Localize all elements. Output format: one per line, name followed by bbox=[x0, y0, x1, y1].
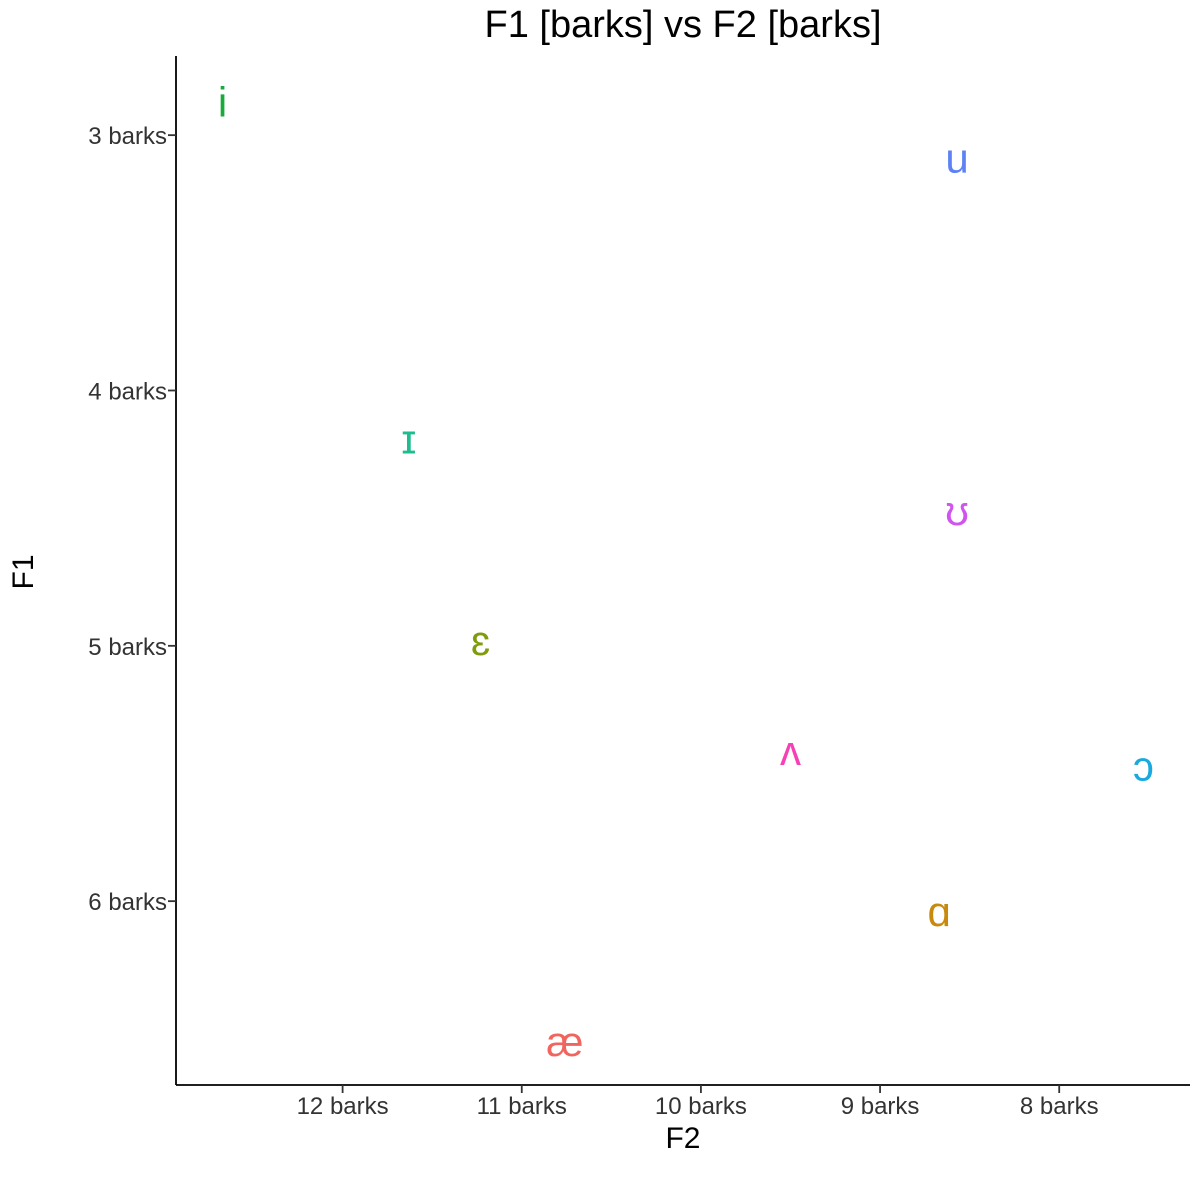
y-tick-label: 5 barks bbox=[88, 634, 167, 661]
vowel-point: ɪ bbox=[401, 416, 416, 463]
vowel-point: i bbox=[218, 78, 227, 125]
plot-area: i u ɪ ʊ ɛ ʌ ɔ ɑ æ bbox=[218, 78, 1154, 1065]
x-tick-label: 10 barks bbox=[655, 1093, 747, 1120]
vowel-point: ɛ bbox=[471, 617, 490, 664]
x-tick-label: 11 barks bbox=[477, 1093, 567, 1120]
vowel-point: u bbox=[945, 135, 968, 182]
x-tick-label: 9 barks bbox=[841, 1093, 920, 1120]
y-axis-ticks: 3 barks 4 barks 5 barks 6 barks bbox=[88, 123, 176, 916]
y-axis-title: F1 bbox=[7, 554, 40, 589]
vowel-point: ɑ bbox=[928, 888, 951, 935]
y-tick-label: 3 barks bbox=[88, 123, 167, 150]
vowel-point: æ bbox=[546, 1018, 583, 1065]
vowel-point: ʊ bbox=[945, 487, 969, 534]
vowel-point: ɔ bbox=[1133, 742, 1154, 789]
x-tick-label: 12 barks bbox=[297, 1093, 389, 1120]
x-axis-ticks: 12 barks 11 barks 10 barks 9 barks 8 barks bbox=[297, 1085, 1099, 1120]
x-axis-title: F2 bbox=[665, 1122, 700, 1155]
x-tick-label: 8 barks bbox=[1020, 1093, 1099, 1120]
y-tick-label: 4 barks bbox=[88, 378, 167, 405]
y-tick-label: 6 barks bbox=[88, 889, 167, 916]
vowel-point: ʌ bbox=[780, 727, 801, 774]
chart-title: F1 [barks] vs F2 [barks] bbox=[485, 4, 882, 46]
